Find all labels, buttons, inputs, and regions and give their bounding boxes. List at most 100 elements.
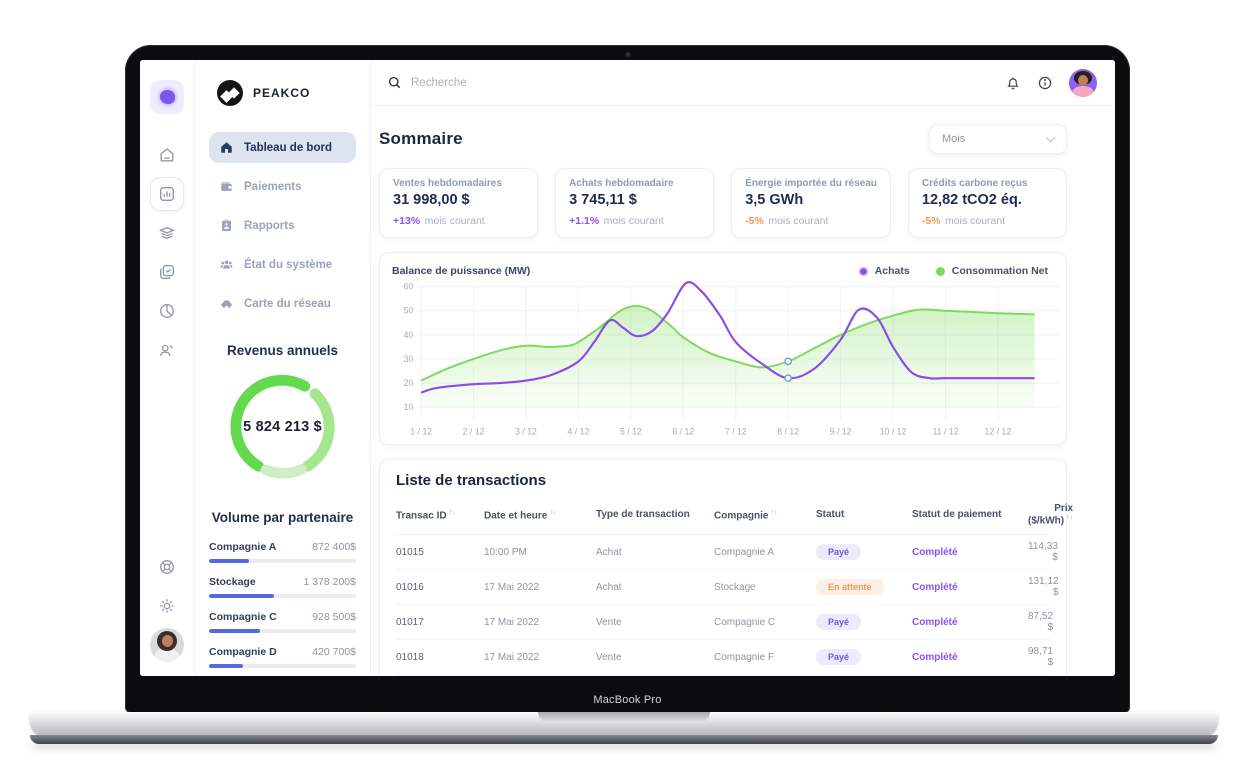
partner-label: Compagnie D	[209, 646, 277, 658]
svg-text:5 / 12: 5 / 12	[620, 426, 642, 436]
chevron-down-icon	[1045, 132, 1056, 143]
svg-text:10: 10	[404, 402, 414, 412]
rail-users-button[interactable]	[150, 333, 184, 367]
col-statut: Statut	[816, 509, 845, 521]
consommation-dot-icon	[935, 266, 945, 276]
search-input[interactable]	[411, 76, 671, 89]
partner-row: Stockage 1 378 200$	[209, 576, 356, 598]
svg-text:7 / 12: 7 / 12	[725, 426, 747, 436]
partner-row: Compagnie C 928 500$	[209, 611, 356, 633]
stat-card-achats[interactable]: Achats hebdomadaire 3 745,11 $ +1.1% moi…	[555, 168, 715, 238]
table-row[interactable]: 01018 17 Mai 2022 Vente Compagnie F Payé…	[396, 640, 1054, 676]
rail-pie-button[interactable]	[150, 294, 184, 328]
col-paiement: Statut de paiement	[912, 509, 1002, 521]
sidebar-item-paiements[interactable]: Paiements	[209, 171, 356, 202]
nav-label: État du système	[244, 258, 333, 271]
cell-payment: Complété	[912, 581, 958, 593]
donut-chart	[229, 374, 335, 479]
search-bar[interactable]	[387, 75, 1005, 90]
table-row[interactable]: 01016 17 Mai 2022 Achat Stockage En atte…	[396, 570, 1059, 606]
partner-progress-track	[209, 629, 356, 633]
svg-text:12 / 12: 12 / 12	[985, 426, 1012, 436]
period-selector[interactable]: Mois	[929, 124, 1067, 154]
stat-cards: Ventes hebdomadaires 31 998,00 $ +13% mo…	[379, 168, 1067, 238]
icon-rail	[140, 60, 195, 676]
laptop-bezel: PEAKCO Tableau de bord Paiements Rapport…	[125, 45, 1130, 713]
cell-price: 131,12 $	[1028, 576, 1059, 599]
nav-label: Carte du réseau	[244, 297, 331, 310]
team-icon	[220, 260, 233, 269]
col-compagnie[interactable]: Compagnie ↑↓	[714, 508, 778, 521]
sort-icon[interactable]: ↑↓	[549, 508, 557, 516]
stat-card-ventes[interactable]: Ventes hebdomadaires 31 998,00 $ +13% mo…	[379, 168, 539, 238]
stat-card-credits[interactable]: Crédits carbone reçus 12,82 tCO2 éq. -5%…	[907, 168, 1067, 238]
app-logo-button[interactable]	[150, 80, 184, 114]
svg-text:20: 20	[404, 378, 414, 388]
transactions-card: Liste de transactions Transac ID ↑↓ Date …	[379, 459, 1073, 676]
cell-id: 01016	[396, 581, 424, 593]
network-map-icon	[221, 300, 232, 308]
partner-progress-track	[209, 594, 356, 598]
table-row[interactable]: 01015 17 Mai 2022 Achat Compagnie B Payé…	[396, 675, 1050, 676]
topbar-user-avatar[interactable]	[1069, 68, 1097, 97]
table-row[interactable]: 01017 17 Mai 2022 Vente Compagnie C Payé…	[396, 605, 1053, 641]
rail-analytics-button[interactable]	[150, 177, 184, 211]
life-ring-icon	[160, 560, 174, 574]
stat-label: Ventes hebdomadaires	[393, 178, 502, 189]
legend-achats[interactable]: Achats	[858, 265, 910, 277]
sort-icon[interactable]: ↑↓	[1066, 514, 1074, 522]
legend-label: Consommation Net	[951, 265, 1048, 277]
notifications-button[interactable]	[1005, 75, 1021, 91]
rail-user-avatar[interactable]	[150, 628, 184, 662]
cell-price: 98,71 $	[1028, 646, 1054, 669]
report-icon	[222, 219, 231, 232]
stat-card-energie[interactable]: Énergie importée du réseau 3,5 GWh -5% m…	[731, 168, 891, 238]
line-chart[interactable]: 10 20 30 40 50 60 1 / 12 2 / 12 3 / 12 4 / 12 5 / …	[392, 277, 1062, 440]
table-header: Transac ID ↑↓ Date et heure ↑↓ Type de tra…	[396, 499, 1073, 536]
cell-payment: Complété	[912, 616, 958, 628]
info-button[interactable]	[1037, 75, 1053, 91]
partner-progress-track	[209, 664, 356, 668]
chart-title: Balance de puissance (MW)	[392, 265, 531, 277]
status-badge: Payé	[816, 614, 862, 631]
cell-company: Compagnie F	[714, 651, 775, 663]
partner-progress-fill	[209, 629, 261, 633]
avatar-face	[162, 635, 173, 647]
cell-company: Stockage	[714, 581, 756, 593]
period-value: Mois	[942, 133, 966, 145]
nav-label: Rapports	[244, 219, 295, 232]
partner-progress-track	[209, 559, 356, 563]
cell-type: Achat	[596, 581, 622, 593]
table-row[interactable]: 01015 10:00 PM Achat Compagnie A Payé Co…	[396, 535, 1058, 571]
col-prix[interactable]: Prix ($/kWh) ↑↓	[1028, 503, 1074, 527]
sort-icon[interactable]: ↑↓	[770, 508, 778, 516]
col-transac-id[interactable]: Transac ID ↑↓	[396, 508, 456, 521]
cell-date: 17 Mai 2022	[484, 616, 540, 628]
sidebar-item-tableau-de-bord[interactable]: Tableau de bord	[209, 132, 356, 163]
rail-settings-button[interactable]	[150, 589, 184, 623]
cell-date: 17 Mai 2022	[484, 651, 540, 663]
rail-home-button[interactable]	[150, 138, 184, 172]
power-balance-chart-card: Balance de puissance (MW) Achats Consomm…	[379, 252, 1067, 446]
rail-tasks-button[interactable]	[150, 255, 184, 289]
users-icon	[160, 344, 173, 356]
rail-support-button[interactable]	[150, 550, 184, 584]
sidebar-item-rapports[interactable]: Rapports	[209, 210, 356, 241]
sidebar-item-etat-du-systeme[interactable]: État du système	[209, 249, 356, 280]
legend-consommation[interactable]: Consommation Net	[935, 265, 1048, 277]
transactions-title: Liste de transactions	[396, 472, 547, 490]
sort-icon[interactable]: ↑↓	[448, 508, 456, 516]
stat-label: Énergie importée du réseau	[745, 178, 877, 189]
annual-revenue-value: 5 824 213 $	[243, 419, 322, 435]
brand[interactable]: PEAKCO	[217, 80, 356, 106]
cell-payment: Complété	[912, 651, 958, 663]
col-date[interactable]: Date et heure ↑↓	[484, 508, 557, 521]
sidebar-item-carte-du-reseau[interactable]: Carte du réseau	[209, 288, 356, 319]
partner-value: 872 400$	[312, 541, 356, 553]
info-icon	[1038, 76, 1052, 89]
rail-layers-button[interactable]	[150, 216, 184, 250]
stat-note: mois courant	[603, 215, 664, 227]
stat-label: Achats hebdomadaire	[569, 178, 674, 189]
cell-type: Vente	[596, 616, 622, 628]
